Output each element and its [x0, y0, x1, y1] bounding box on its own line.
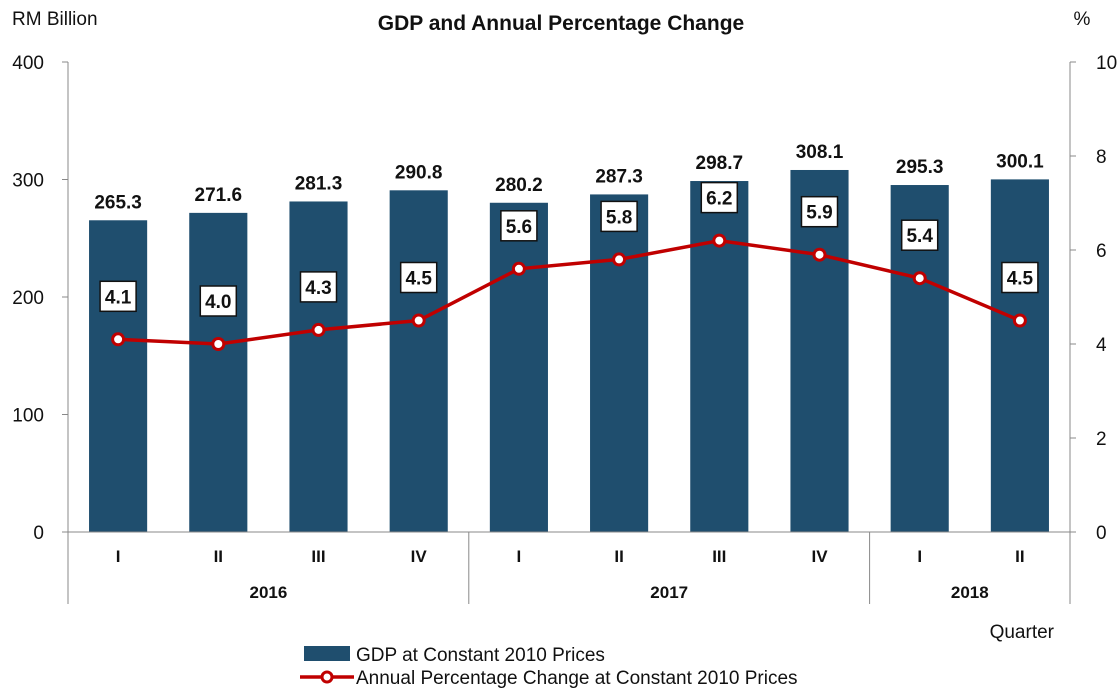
- x-tick-label: IV: [411, 547, 428, 566]
- line-value-label: 6.2: [706, 189, 732, 210]
- line-point: [311, 322, 326, 337]
- line-label-box: [199, 285, 238, 317]
- line-point: [211, 337, 226, 351]
- x-tick-label: I: [517, 547, 522, 566]
- x-axis-label: Quarter: [990, 622, 1055, 643]
- y-axis-right-label: %: [1074, 9, 1091, 30]
- x-tick-label: IV: [811, 547, 828, 566]
- y-tick-right-label: 8: [1096, 147, 1107, 168]
- bar-value-label: 280.2: [495, 175, 543, 196]
- line-value-label: 5.4: [906, 226, 933, 247]
- y-tick-right-label: 10: [1096, 53, 1117, 74]
- line-value-label: 4.3: [305, 278, 331, 299]
- legend-label-gdp: GDP at Constant 2010 Prices: [356, 645, 605, 666]
- line-point: [912, 271, 927, 286]
- x-group-label: 2016: [249, 583, 287, 602]
- x-tick-label: I: [917, 547, 922, 566]
- x-tick-label: III: [311, 547, 325, 566]
- bar-value-label: 298.7: [696, 153, 744, 174]
- line-value-label: 5.8: [606, 207, 632, 228]
- y-tick-left-label: 300: [12, 171, 44, 192]
- line-label-box: [800, 195, 839, 228]
- line-label-box: [1001, 261, 1039, 294]
- bar-value-label: 308.1: [796, 142, 844, 163]
- y-tick-left-label: 100: [12, 406, 44, 427]
- x-group-label: 2017: [650, 583, 688, 602]
- bar-value-label: 300.1: [996, 151, 1044, 172]
- line-point: [411, 313, 426, 328]
- line-point: [812, 247, 827, 262]
- x-tick-label: II: [1015, 547, 1024, 566]
- line-value-label: 5.9: [806, 203, 832, 224]
- legend-swatch-bar: [304, 646, 350, 661]
- line-label-box: [99, 280, 137, 313]
- y-tick-right-label: 4: [1096, 335, 1107, 356]
- legend-swatch-marker: [320, 670, 334, 684]
- x-group-label: 2018: [951, 583, 989, 602]
- line-value-label: 5.6: [506, 217, 532, 238]
- x-tick-label: I: [116, 547, 121, 566]
- y-tick-right-label: 6: [1096, 241, 1107, 262]
- bar-gdp: [990, 179, 1049, 532]
- x-tick-label: III: [712, 547, 726, 566]
- bar-value-label: 287.3: [595, 166, 643, 187]
- x-tick-label: II: [214, 547, 223, 566]
- line-point: [1012, 313, 1027, 328]
- line-value-label: 4.5: [405, 269, 432, 290]
- bar-gdp: [790, 169, 849, 533]
- bar-value-label: 281.3: [295, 173, 343, 194]
- line-value-label: 4.5: [1007, 269, 1034, 290]
- line-label-box: [600, 200, 638, 233]
- bar-gdp: [590, 194, 649, 533]
- y-tick-right-label: 0: [1096, 523, 1107, 544]
- line-value-label: 4.1: [105, 287, 132, 308]
- line-point: [612, 252, 627, 267]
- y-tick-left-label: 400: [12, 53, 44, 74]
- y-tick-right-label: 2: [1096, 429, 1107, 450]
- bar-gdp: [489, 202, 548, 532]
- line-label-box: [500, 210, 538, 242]
- line-label-box: [399, 261, 438, 294]
- bar-value-label: 265.3: [94, 192, 142, 213]
- bar-gdp: [189, 212, 248, 532]
- y-tick-left-label: 0: [33, 523, 44, 544]
- y-axis-left-label: RM Billion: [12, 9, 98, 30]
- line-point: [511, 261, 526, 276]
- bar-value-label: 295.3: [896, 157, 944, 178]
- line-point: [712, 233, 727, 248]
- x-tick-label: II: [614, 547, 623, 566]
- line-label-box: [900, 219, 939, 251]
- bar-gdp: [389, 190, 448, 532]
- bar-value-label: 271.6: [195, 185, 243, 206]
- line-point: [111, 332, 126, 347]
- legend-label-percentage: Annual Percentage Change at Constant 201…: [356, 668, 798, 689]
- line-percentage-change: [118, 238, 1021, 346]
- line-value-label: 4.0: [205, 292, 231, 313]
- chart-title: GDP and Annual Percentage Change: [378, 12, 744, 35]
- bar-gdp: [89, 220, 148, 532]
- line-label-box: [700, 181, 739, 214]
- bar-value-label: 290.8: [395, 162, 443, 183]
- line-label-box: [299, 271, 338, 303]
- bar-gdp: [289, 201, 348, 532]
- y-tick-left-label: 200: [12, 288, 44, 309]
